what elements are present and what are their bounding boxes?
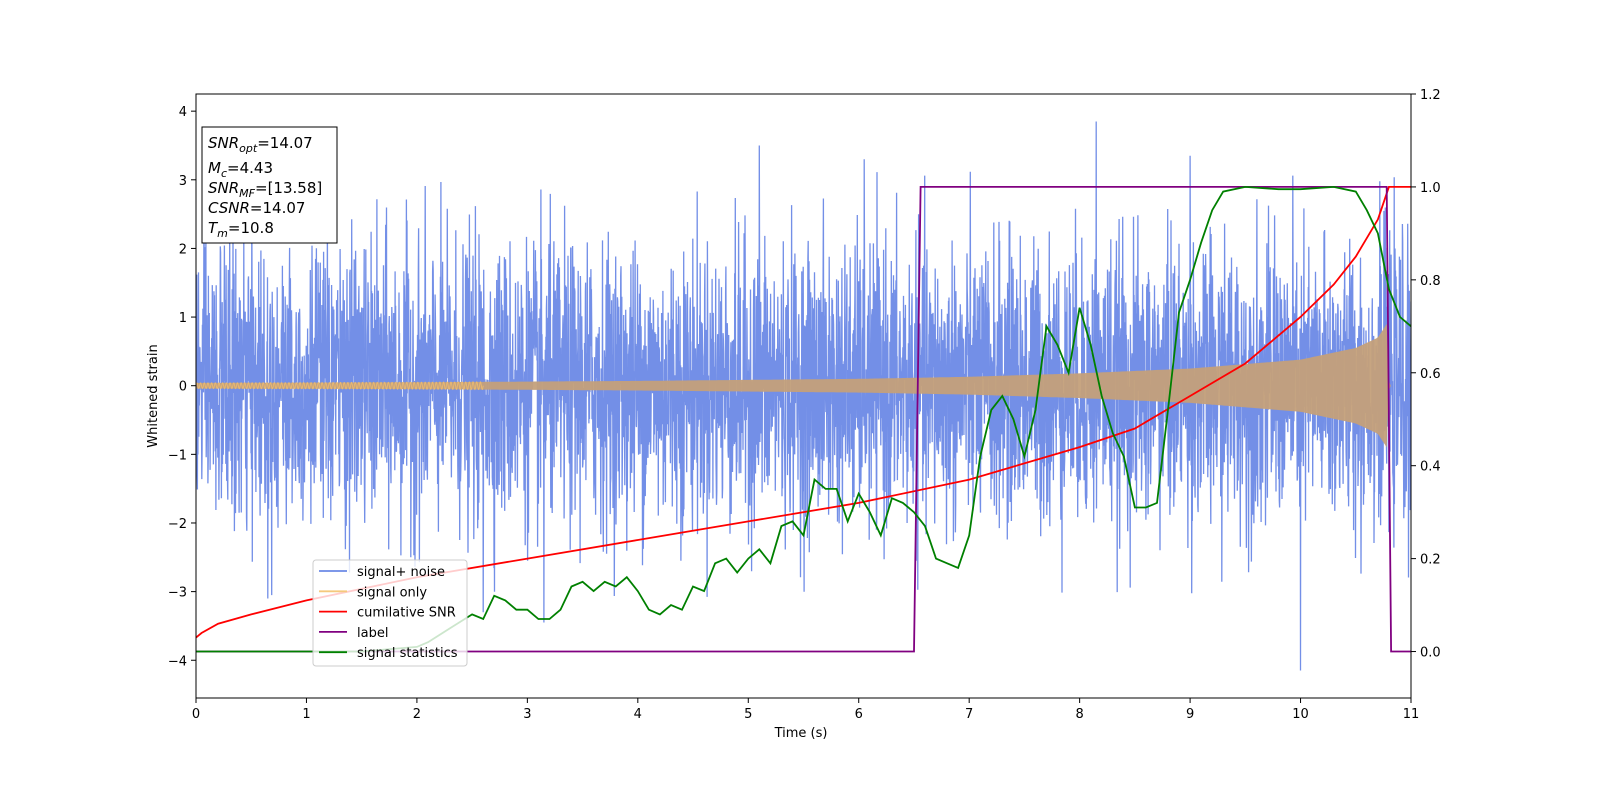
legend-entry: signal only	[357, 585, 427, 600]
signal-only-line	[196, 381, 484, 391]
annotation-line: Mc=4.43	[208, 159, 273, 180]
x-tick-label: 8	[1075, 707, 1083, 722]
y-tick-label: −2	[168, 517, 187, 532]
y-axis-left: 4 3 2 1 0 −1 −2 −3 −4	[168, 105, 196, 669]
x-tick-label: 9	[1186, 707, 1194, 722]
annotation-line: SNRMF=[13.58]	[208, 179, 322, 200]
y2-tick-label: 0.0	[1420, 646, 1441, 661]
y-tick-label: 3	[179, 174, 187, 189]
y2-tick-label: 1.0	[1420, 181, 1441, 196]
legend-entry: signal+ noise	[357, 565, 445, 580]
x-tick-label: 5	[744, 707, 752, 722]
signal-noise-line	[196, 121, 1411, 671]
legend-entry: signal statistics	[357, 646, 458, 661]
x-tick-label: 11	[1403, 707, 1420, 722]
x-tick-label: 4	[634, 707, 642, 722]
y2-tick-label: 0.6	[1420, 367, 1441, 382]
x-tick-label: 2	[413, 707, 421, 722]
stats-annotation-box: SNRopt=14.07 Mc=4.43SNRMF=[13.58]CSNR=14.…	[201, 126, 338, 244]
series-signal-noise	[196, 121, 1411, 671]
legend-entry: cumilative SNR	[357, 606, 456, 621]
y-tick-label: 0	[179, 380, 187, 395]
y2-tick-label: 0.2	[1420, 553, 1441, 568]
right-axis-series	[196, 185, 1411, 653]
x-tick-label: 3	[523, 707, 531, 722]
x-tick-label: 1	[302, 707, 310, 722]
series-signal-statistics-line	[196, 185, 1411, 653]
signal-only-envelope	[196, 323, 1411, 448]
annotation-frame	[201, 126, 338, 244]
legend-frame	[312, 559, 468, 667]
y2-tick-label: 0.8	[1420, 274, 1441, 289]
y-tick-label: 1	[179, 311, 187, 326]
x-tick-label: 0	[192, 707, 200, 722]
series-signal-only	[196, 323, 1411, 448]
series-label-line	[196, 186, 1411, 653]
y-tick-label: −1	[168, 448, 187, 463]
legend: signal+ noise signal only cumilative SNR la…	[312, 559, 468, 667]
x-tick-label: 10	[1292, 707, 1309, 722]
plot-frame	[195, 93, 1412, 699]
y-axis-right: 1.2 1.0 0.8 0.6 0.4 0.2 0.0	[1411, 88, 1441, 661]
y-tick-label: −3	[168, 586, 187, 601]
annotation-line: Tm=10.8	[208, 219, 274, 240]
legend-entry: label	[357, 626, 388, 641]
y-tick-label: −4	[168, 654, 187, 669]
plot-area	[196, 121, 1411, 671]
annotation-line: CSNR=14.07	[208, 199, 305, 217]
y2-tick-label: 1.2	[1420, 88, 1441, 103]
y-axis-label: Whitened strain	[146, 344, 161, 447]
annotation-line: SNRopt=14.07	[208, 134, 313, 155]
y-tick-label: 2	[179, 242, 187, 257]
x-axis-label: Time (s)	[774, 726, 828, 741]
series-cumilative-snr-line	[196, 186, 1411, 639]
x-tick-label: 6	[855, 707, 863, 722]
y-tick-label: 4	[179, 105, 187, 120]
y2-tick-label: 0.4	[1420, 460, 1441, 475]
x-tick-label: 7	[965, 707, 973, 722]
x-axis: 0 1 2 3 4 5 6 7 8 9 10 11	[192, 698, 1419, 722]
